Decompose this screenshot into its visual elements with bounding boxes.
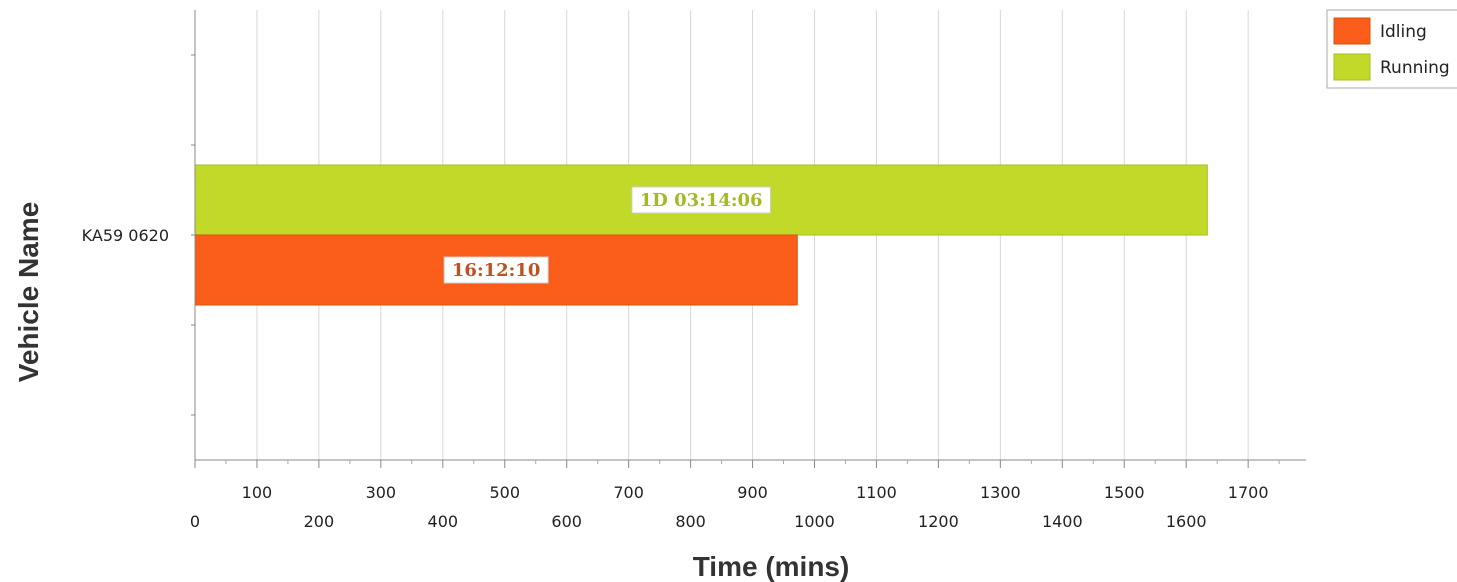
x-axis-title: Time (mins) [693, 551, 850, 582]
legend-swatch-idling [1333, 17, 1371, 45]
y-axis-title: Vehicle Name [13, 202, 44, 383]
x-tick-label: 1100 [856, 483, 897, 502]
x-tick-label: 600 [551, 512, 582, 531]
x-tick-label: 100 [242, 483, 273, 502]
legend: Idling Running [1326, 9, 1457, 89]
x-tick-label: 0 [190, 512, 200, 531]
category-label: KA59 0620 [82, 226, 169, 245]
x-tick-label: 1300 [980, 483, 1021, 502]
data-label-box-idling [443, 256, 549, 284]
x-tick-label: 800 [675, 512, 706, 531]
x-tick-label: 500 [489, 483, 520, 502]
data-label-box-running [631, 186, 771, 214]
x-tick-label: 300 [366, 483, 397, 502]
x-tick-label: 1400 [1042, 512, 1083, 531]
legend-swatch-running [1333, 53, 1371, 81]
x-axis-ticks [194, 460, 1280, 468]
data-label-running: 1D 03:14:06 [640, 190, 763, 211]
y-axis-ticks [191, 54, 195, 416]
x-tick-label: 1500 [1104, 483, 1145, 502]
x-tick-label: 200 [304, 512, 335, 531]
x-tick-label: 700 [613, 483, 644, 502]
x-tick-label: 900 [737, 483, 768, 502]
x-tick-label: 1600 [1166, 512, 1207, 531]
x-tick-label: 400 [428, 512, 459, 531]
data-label-idling: 16:12:10 [452, 260, 540, 281]
x-tick-label: 1200 [918, 512, 959, 531]
y-axis-category-labels: KA59 0620 [82, 226, 169, 245]
x-tick-label: 1700 [1228, 483, 1269, 502]
plot-area: 1D 03:14:06 16:12:10 0 100 200 300 400 500 600 7… [82, 10, 1306, 531]
legend-label-running: Running [1380, 58, 1450, 78]
x-tick-label: 1000 [794, 512, 835, 531]
legend-label-idling: Idling [1380, 22, 1427, 42]
x-axis-tick-labels: 0 100 200 300 400 500 600 700 800 900 1000 1100 1200… [190, 483, 1269, 531]
bar-labels: 1D 03:14:06 16:12:10 [443, 186, 771, 284]
